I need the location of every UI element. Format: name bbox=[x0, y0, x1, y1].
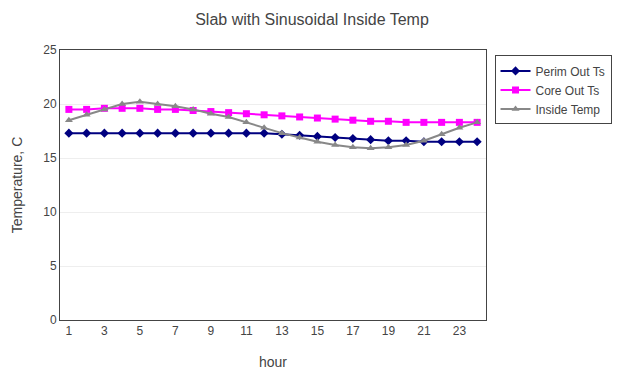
svg-text:11: 11 bbox=[240, 324, 253, 338]
svg-text:19: 19 bbox=[382, 324, 396, 338]
svg-text:hour: hour bbox=[259, 354, 287, 370]
svg-text:17: 17 bbox=[346, 324, 360, 338]
svg-text:5: 5 bbox=[50, 259, 57, 273]
svg-text:7: 7 bbox=[172, 324, 179, 338]
svg-text:21: 21 bbox=[417, 324, 431, 338]
svg-text:Slab with Sinusoidal Inside Te: Slab with Sinusoidal Inside Temp bbox=[195, 11, 429, 28]
svg-text:Inside Temp: Inside Temp bbox=[536, 103, 601, 117]
svg-text:5: 5 bbox=[137, 324, 144, 338]
svg-text:25: 25 bbox=[43, 43, 57, 57]
svg-text:20: 20 bbox=[43, 97, 57, 111]
svg-text:23: 23 bbox=[453, 324, 467, 338]
svg-text:3: 3 bbox=[101, 324, 108, 338]
svg-text:0: 0 bbox=[50, 313, 57, 327]
svg-text:15: 15 bbox=[43, 151, 57, 165]
svg-text:1: 1 bbox=[66, 324, 73, 338]
svg-text:10: 10 bbox=[43, 205, 57, 219]
svg-text:Temperature, C: Temperature, C bbox=[9, 137, 25, 233]
svg-text:9: 9 bbox=[208, 324, 215, 338]
svg-text:13: 13 bbox=[275, 324, 289, 338]
svg-text:Perim Out Ts: Perim Out Ts bbox=[536, 65, 605, 79]
svg-text:15: 15 bbox=[311, 324, 325, 338]
svg-text:Core Out Ts: Core Out Ts bbox=[536, 84, 600, 98]
